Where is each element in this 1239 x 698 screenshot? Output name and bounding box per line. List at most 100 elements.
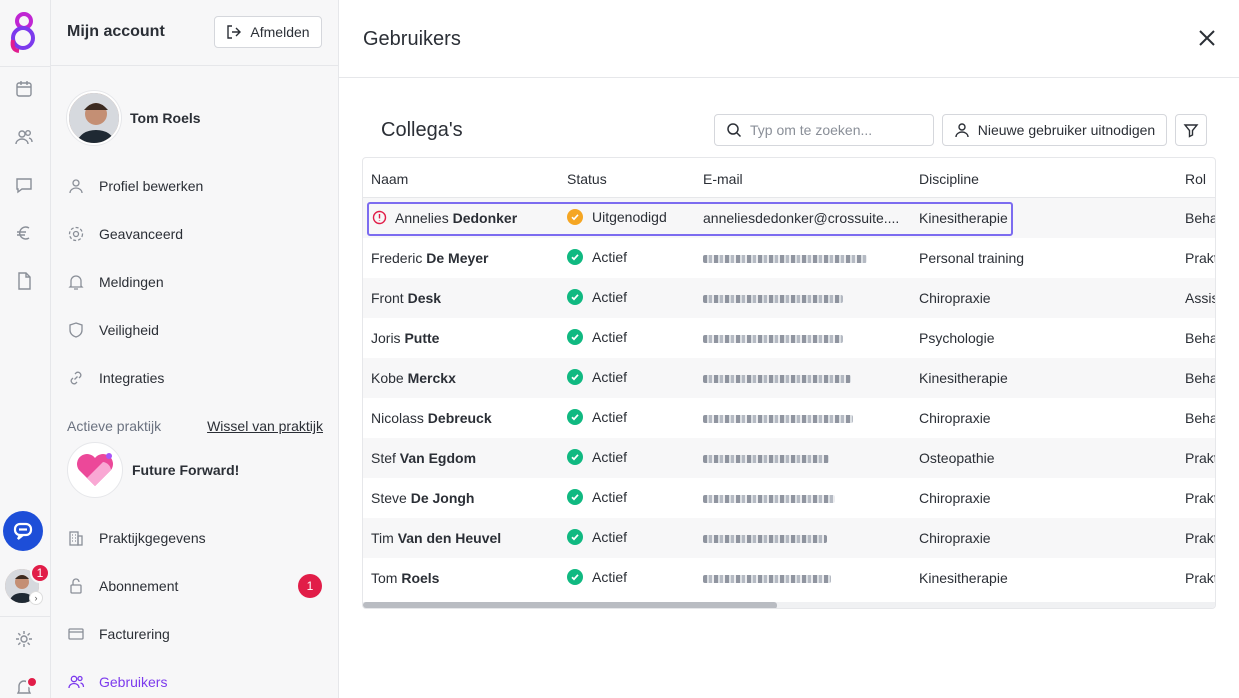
- menu-item-label: Facturering: [99, 626, 170, 642]
- last-name: Dedonker: [452, 210, 518, 226]
- search-input[interactable]: [750, 122, 920, 138]
- menu-item-label: Geavanceerd: [99, 226, 184, 242]
- menu-item-label: Veiligheid: [99, 322, 159, 338]
- cell-name: Steve De Jongh: [371, 490, 474, 506]
- last-name: De Jongh: [410, 490, 475, 506]
- first-name: Tom: [371, 570, 398, 586]
- menu-item-users[interactable]: Gebruikers: [67, 670, 167, 694]
- last-name: Van Egdom: [399, 450, 477, 466]
- table-row[interactable]: Nicolass Debreuck Actief Chiropraxie Beha: [363, 398, 1215, 438]
- gear-icon: [68, 226, 84, 242]
- redacted-email: [703, 455, 829, 463]
- practice-name: Future Forward!: [132, 462, 240, 478]
- filter-button[interactable]: [1175, 114, 1207, 146]
- column-header-name[interactable]: Naam: [371, 171, 409, 187]
- cell-discipline: Personal training: [919, 250, 1025, 266]
- calendar-icon[interactable]: [14, 79, 34, 99]
- logout-button[interactable]: Afmelden: [214, 16, 322, 48]
- first-name: Annelies: [395, 210, 449, 226]
- check-circle-icon: [567, 529, 583, 545]
- cell-status: Actief: [567, 249, 627, 265]
- table-row[interactable]: Joris Putte Actief Psychologie Beha: [363, 318, 1216, 358]
- search-field[interactable]: [714, 114, 934, 146]
- check-circle-icon: [567, 369, 583, 385]
- cell-role: Prakt: [1185, 530, 1216, 546]
- first-name: Nicolass: [371, 410, 424, 426]
- status-label: Actief: [592, 409, 628, 425]
- credit-card-icon: [68, 628, 84, 640]
- cell-email: anneliesdedonker@crossuite....: [703, 210, 900, 226]
- table-row[interactable]: Stef Van Egdom Actief Osteopathie Prakt: [363, 438, 1216, 478]
- last-name: Van den Heuvel: [397, 530, 502, 546]
- column-header-email[interactable]: E-mail: [703, 171, 743, 187]
- menu-item-billing[interactable]: Facturering: [67, 622, 170, 646]
- table-row[interactable]: Kobe Merckx Actief Kinesitherapie Beha: [363, 358, 1215, 398]
- invite-user-button[interactable]: Nieuwe gebruiker uitnodigen: [942, 114, 1167, 146]
- scrollbar-thumb[interactable]: [363, 602, 777, 608]
- cell-discipline: Kinesitherapie: [919, 570, 1008, 586]
- users-icon[interactable]: [14, 127, 34, 147]
- document-icon[interactable]: [14, 271, 34, 291]
- cell-status: Actief: [567, 289, 627, 305]
- check-circle-icon: [567, 289, 583, 305]
- table-row[interactable]: Steve De Jongh Actief Chiropraxie Prakt: [363, 478, 1215, 518]
- redacted-email: [703, 295, 843, 303]
- status-label: Actief: [592, 449, 628, 465]
- user-icon: [69, 179, 83, 194]
- cell-role: Prakt: [1185, 450, 1216, 466]
- bell-icon: [68, 275, 84, 290]
- first-name: Stef: [371, 450, 396, 466]
- chevron-right-icon[interactable]: ›: [29, 591, 43, 605]
- message-icon[interactable]: [14, 175, 34, 195]
- table-row[interactable]: Front Desk Actief Chiropraxie Assis: [363, 278, 1216, 318]
- users-icon: [68, 675, 85, 689]
- table-row[interactable]: Annelies Dedonker Uitgenodigd anneliesdedo…: [363, 198, 1215, 238]
- menu-item-practice-details[interactable]: Praktijkgegevens: [67, 526, 206, 550]
- close-icon[interactable]: [1196, 27, 1218, 49]
- table-row[interactable]: Frederic De Meyer Actief Personal training…: [363, 238, 1215, 278]
- horizontal-scrollbar[interactable]: [363, 602, 1215, 608]
- menu-item-advanced[interactable]: Geavanceerd: [67, 222, 183, 246]
- cell-discipline: Osteopathie: [919, 450, 995, 466]
- menu-item-label: Meldingen: [99, 274, 164, 290]
- cell-role: Beha: [1185, 330, 1216, 346]
- column-header-status[interactable]: Status: [567, 171, 607, 187]
- logout-icon: [227, 25, 242, 39]
- cell-discipline: Chiropraxie: [919, 410, 991, 426]
- menu-item-subscription[interactable]: Abonnement: [67, 574, 178, 598]
- cell-status: Actief: [567, 569, 627, 585]
- support-chat-button[interactable]: [3, 511, 43, 551]
- check-circle-icon: [567, 569, 583, 585]
- menu-item-security[interactable]: Veiligheid: [67, 318, 159, 342]
- settings-gear-icon[interactable]: [14, 629, 34, 649]
- menu-item-integrations[interactable]: Integraties: [67, 366, 164, 390]
- first-name: Tim: [371, 530, 394, 546]
- section-title: Collega's: [381, 119, 463, 141]
- last-name: Debreuck: [427, 410, 492, 426]
- status-label: Actief: [592, 249, 628, 265]
- euro-icon[interactable]: [14, 223, 34, 243]
- rail-user-avatar[interactable]: 1 ›: [5, 563, 50, 605]
- last-name: Merckx: [407, 370, 456, 386]
- cell-role: Assis: [1185, 290, 1216, 306]
- menu-item-profile[interactable]: Profiel bewerken: [67, 174, 203, 198]
- switch-practice-link[interactable]: Wissel van praktijk: [207, 418, 323, 434]
- status-label: Actief: [592, 329, 628, 345]
- redacted-email: [703, 255, 867, 263]
- check-circle-icon: [567, 329, 583, 345]
- column-header-role[interactable]: Rol: [1185, 171, 1207, 187]
- cell-discipline: Psychologie: [919, 330, 995, 346]
- menu-item-notifications[interactable]: Meldingen: [67, 270, 164, 294]
- active-practice-header: Actieve praktijk Wissel van praktijk: [67, 418, 323, 434]
- cell-name: Joris Putte: [371, 330, 439, 346]
- redacted-email: [703, 495, 835, 503]
- cell-status: Actief: [567, 449, 627, 465]
- app-logo-icon[interactable]: [7, 10, 41, 54]
- table-row[interactable]: Tim Van den Heuvel Actief Chiropraxie Prakt: [363, 518, 1216, 558]
- table-row[interactable]: Tom Roels Actief Kinesitherapie Prakt: [363, 558, 1215, 598]
- table-header: Naam Status E-mail Discipline Rol: [363, 158, 1215, 198]
- search-icon: [727, 123, 742, 138]
- column-header-discipline[interactable]: Discipline: [919, 171, 979, 187]
- cell-name: Tom Roels: [371, 570, 439, 586]
